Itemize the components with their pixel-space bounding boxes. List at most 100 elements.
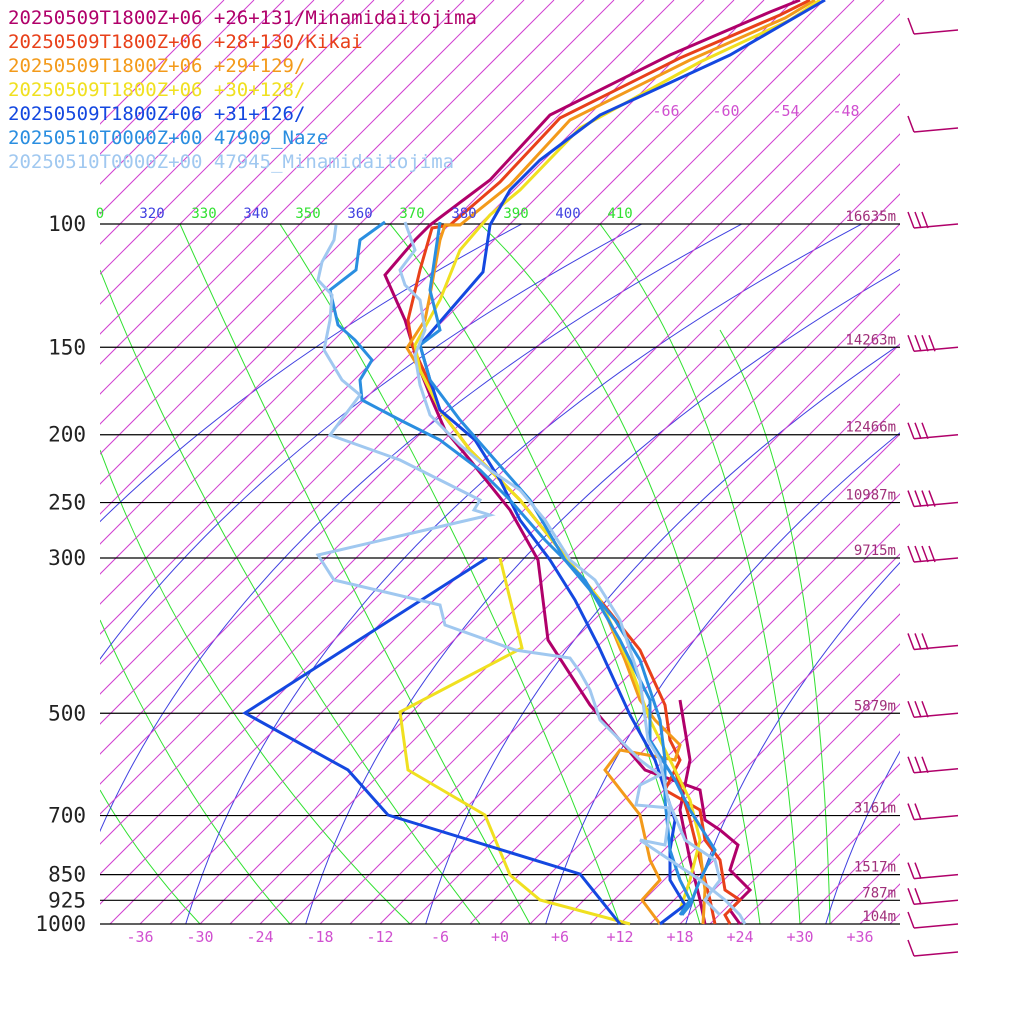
pressure-tick-label: 925 bbox=[48, 888, 86, 912]
legend-entry: 20250509T1800Z+06 +29+129/ bbox=[8, 55, 305, 77]
temperature-tick-label: +18 bbox=[666, 928, 693, 946]
height-label: 1517m bbox=[854, 860, 896, 876]
isotherm-line bbox=[100, 0, 855, 755]
moist-adiabat-line bbox=[179, 224, 531, 924]
pressure-tick-label: 500 bbox=[48, 701, 86, 725]
pressure-tick-label: 100 bbox=[48, 212, 86, 236]
theta-label: 370 bbox=[399, 206, 424, 222]
moist-adiabat-line bbox=[479, 224, 761, 924]
wind-barb bbox=[907, 490, 959, 508]
legend-entry: 20250510T0000Z+00 47945_Minamidaitojima bbox=[8, 151, 454, 173]
legend-entry: 20250510T0000Z+00 47909_Naze bbox=[8, 127, 328, 149]
legend-entry: 20250509T1800Z+06 +28+130/Kikai bbox=[8, 31, 363, 53]
dry-adiabat-line bbox=[425, 343, 900, 924]
isotherm-line bbox=[920, 0, 1024, 924]
isotherm-line bbox=[829, 853, 900, 924]
height-label: 787m bbox=[862, 885, 896, 901]
dry-adiabat-line bbox=[100, 224, 743, 833]
dry-adiabat-line bbox=[100, 224, 643, 661]
dry-adiabat-layer bbox=[100, 194, 1024, 944]
temperature-tick-label: -6 bbox=[431, 928, 449, 946]
profile-dew-47945 bbox=[315, 224, 747, 925]
height-label: 5879m bbox=[854, 698, 896, 714]
isotherm-line bbox=[100, 0, 495, 395]
isotherm-line bbox=[349, 373, 900, 924]
temperature-tick-label: -24 bbox=[246, 928, 273, 946]
wind-barb bbox=[907, 803, 959, 821]
wind-barb bbox=[907, 633, 959, 651]
isotherm-line bbox=[100, 0, 555, 455]
temperature-tick-label: -30 bbox=[186, 928, 213, 946]
temperature-tick-label: -12 bbox=[366, 928, 393, 946]
profile-dew-minamidaitojima bbox=[678, 699, 707, 925]
isotherm-line bbox=[709, 733, 900, 924]
dry-adiabat-line bbox=[185, 224, 863, 924]
pressure-tick-label: 700 bbox=[48, 804, 86, 828]
isotherm-line bbox=[289, 313, 900, 924]
isotherm-line bbox=[100, 0, 435, 335]
isotherm-line bbox=[409, 433, 900, 924]
isotherm-top-label: -54 bbox=[772, 102, 799, 120]
height-label: 14263m bbox=[845, 332, 896, 348]
isotherm-line bbox=[100, 0, 795, 695]
pressure-tick-label: 1000 bbox=[35, 912, 86, 936]
theta-label: 350 bbox=[295, 206, 320, 222]
profile-layer bbox=[242, 0, 826, 926]
isotherm-line bbox=[100, 73, 900, 875]
theta-label: 360 bbox=[347, 206, 372, 222]
profile-dew-29-129 bbox=[698, 849, 707, 925]
isotherm-line bbox=[139, 163, 900, 924]
moist-adiabat-line bbox=[100, 449, 411, 924]
wind-barb bbox=[907, 939, 959, 957]
isotherm-line bbox=[100, 0, 675, 575]
height-label: 16635m bbox=[845, 209, 896, 225]
pressure-tick-label: 850 bbox=[48, 863, 86, 887]
isotherm-line bbox=[100, 0, 345, 245]
isotherm-line bbox=[379, 403, 900, 924]
wind-barb bbox=[907, 911, 959, 929]
temperature-tick-label: +6 bbox=[551, 928, 569, 946]
profile-dew-naze bbox=[328, 220, 717, 916]
theta-label: 320 bbox=[139, 206, 164, 222]
moist-adiabat-line bbox=[100, 269, 481, 924]
isotherm-line bbox=[100, 0, 735, 635]
isotherm-line bbox=[100, 0, 405, 305]
isotherm-line bbox=[100, 0, 585, 485]
isotherm-line bbox=[100, 0, 765, 665]
legend: 20250509T1800Z+06 +26+131/Minamidaitojim… bbox=[8, 7, 477, 173]
isotherm-line bbox=[100, 0, 615, 515]
moist-adiabat-line bbox=[100, 789, 201, 924]
pressure-tick-label: 250 bbox=[48, 491, 86, 515]
isotherm-line bbox=[529, 553, 900, 924]
isotherm-line bbox=[589, 613, 900, 924]
temperature-tick-label: -36 bbox=[126, 928, 153, 946]
isotherm-line bbox=[100, 0, 825, 725]
theta-label: 0 bbox=[96, 206, 104, 222]
isotherm-line bbox=[109, 133, 900, 924]
isotherm-top-label: -60 bbox=[712, 102, 739, 120]
dry-adiabat-line bbox=[685, 561, 900, 924]
theta-label: 400 bbox=[555, 206, 580, 222]
isotherm-line bbox=[100, 103, 900, 905]
height-label: 3161m bbox=[854, 801, 896, 817]
wind-barb bbox=[907, 701, 959, 719]
height-label: 9715m bbox=[854, 543, 896, 559]
isotherm-line bbox=[679, 703, 900, 924]
isotherm-line bbox=[739, 763, 900, 924]
moist-adiabat-line bbox=[599, 224, 801, 924]
temperature-tick-label: +0 bbox=[491, 928, 509, 946]
isotherm-line bbox=[100, 0, 465, 365]
wind-barb-layer bbox=[907, 17, 959, 957]
wind-barb bbox=[907, 422, 959, 440]
isotherm-line bbox=[100, 13, 900, 815]
isotherm-top-label: -48 bbox=[832, 102, 859, 120]
profile-dew-31-126 bbox=[242, 556, 622, 925]
wind-barb bbox=[907, 115, 959, 133]
theta-label: 380 bbox=[451, 206, 476, 222]
profile-line-47945 bbox=[398, 221, 722, 917]
profile-dew-30-128 bbox=[398, 557, 631, 926]
isotherm-line bbox=[799, 823, 900, 924]
dry-adiabat-line bbox=[960, 194, 1024, 944]
wind-barb bbox=[907, 17, 959, 35]
isotherm-line bbox=[769, 793, 900, 924]
